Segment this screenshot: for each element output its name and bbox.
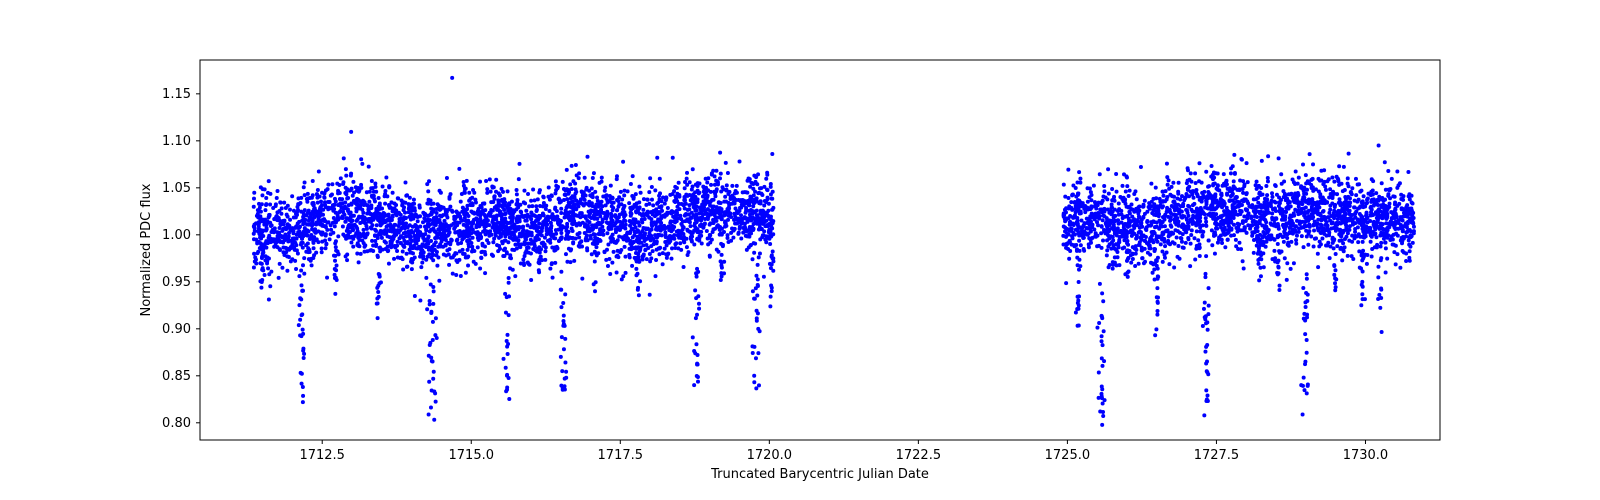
y-tick-label: 0.80 xyxy=(162,416,191,431)
x-tick-label: 1712.5 xyxy=(299,448,345,463)
y-tick-label: 0.85 xyxy=(162,369,191,384)
y-tick-label: 1.10 xyxy=(162,134,191,149)
x-tick-label: 1730.0 xyxy=(1343,448,1389,463)
x-tick-label: 1715.0 xyxy=(449,448,495,463)
y-tick-label: 1.15 xyxy=(162,87,191,102)
x-tick-label: 1722.5 xyxy=(896,448,942,463)
y-tick-label: 0.90 xyxy=(162,322,191,337)
x-tick-label: 1727.5 xyxy=(1194,448,1240,463)
chart-container: 1712.5 1715.0 1717.5 1720.0 1722.5 1725.0 1727… xyxy=(0,0,1600,500)
y-tick-label: 0.95 xyxy=(162,275,191,290)
y-tick-label: 1.05 xyxy=(162,181,191,196)
x-tick-label: 1720.0 xyxy=(747,448,793,463)
x-tick-label: 1717.5 xyxy=(598,448,644,463)
y-tick-label: 1.00 xyxy=(162,228,191,243)
y-axis-label: Normalized PDC flux xyxy=(139,183,154,316)
x-axis-label: Truncated Barycentric Julian Date xyxy=(710,467,929,482)
scatter-chart: 1712.5 1715.0 1717.5 1720.0 1722.5 1725.0 1727… xyxy=(0,0,1600,500)
x-tick-label: 1725.0 xyxy=(1045,448,1091,463)
scatter-points xyxy=(252,76,1416,427)
